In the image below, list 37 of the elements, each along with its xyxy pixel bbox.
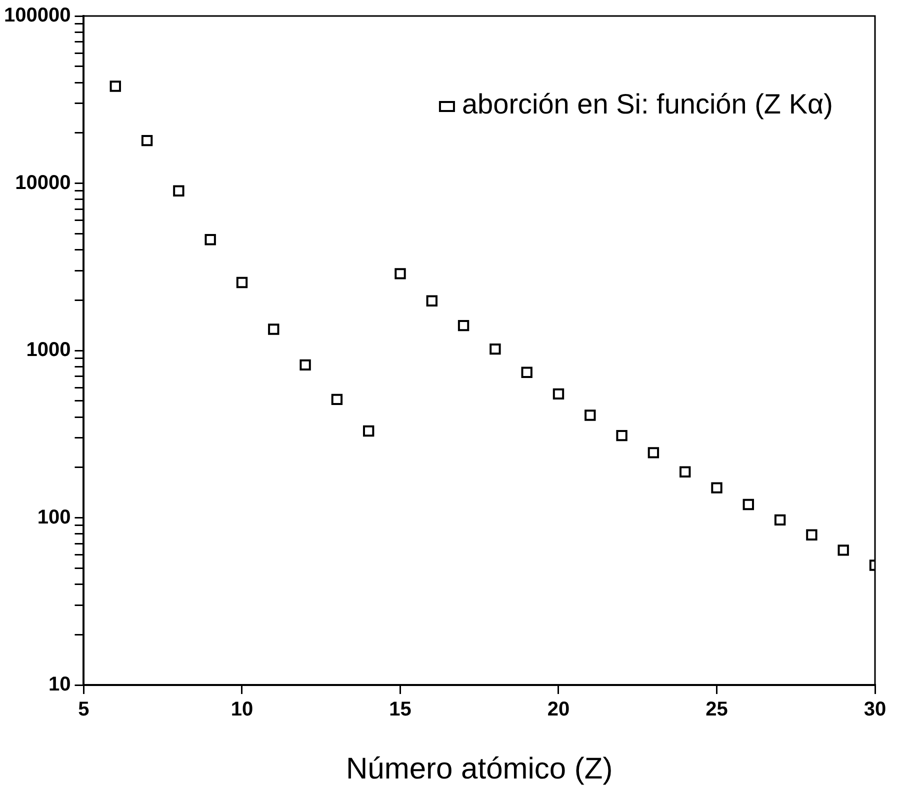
point [806,529,818,540]
x-axis-title: Número atómico (Z) [346,752,613,786]
legend-label: aborción en Si: función (Z Kα) [462,88,834,120]
x-tick-label: 30 [864,698,886,721]
y-tick-label: 100000 [4,4,71,27]
point [838,544,849,556]
point [300,359,311,371]
point [394,268,406,280]
point [648,447,660,458]
point [711,482,722,494]
x-tick-label: 15 [389,698,412,721]
point [584,410,596,421]
x-tick-label: 20 [547,698,570,721]
x-tick-label: 25 [706,698,728,721]
point [236,276,248,288]
y-tick-label: 10 [48,674,71,696]
point [141,134,153,146]
point [680,466,691,478]
point [268,324,280,335]
point [742,498,754,510]
point [490,343,501,355]
point [331,394,343,406]
point [774,514,786,526]
y-tick-label: 1000 [26,339,71,362]
point [173,185,184,196]
point [362,425,374,437]
x-tick-label: 10 [230,698,254,721]
y-tick-label: 100 [37,506,71,528]
point [521,366,532,378]
point [616,430,628,442]
point [426,295,438,306]
y-tick-label: 10000 [15,172,71,194]
point [110,80,121,92]
x-tick-label: 5 [78,698,90,721]
point [552,388,564,400]
point [458,320,470,332]
point [204,234,216,246]
